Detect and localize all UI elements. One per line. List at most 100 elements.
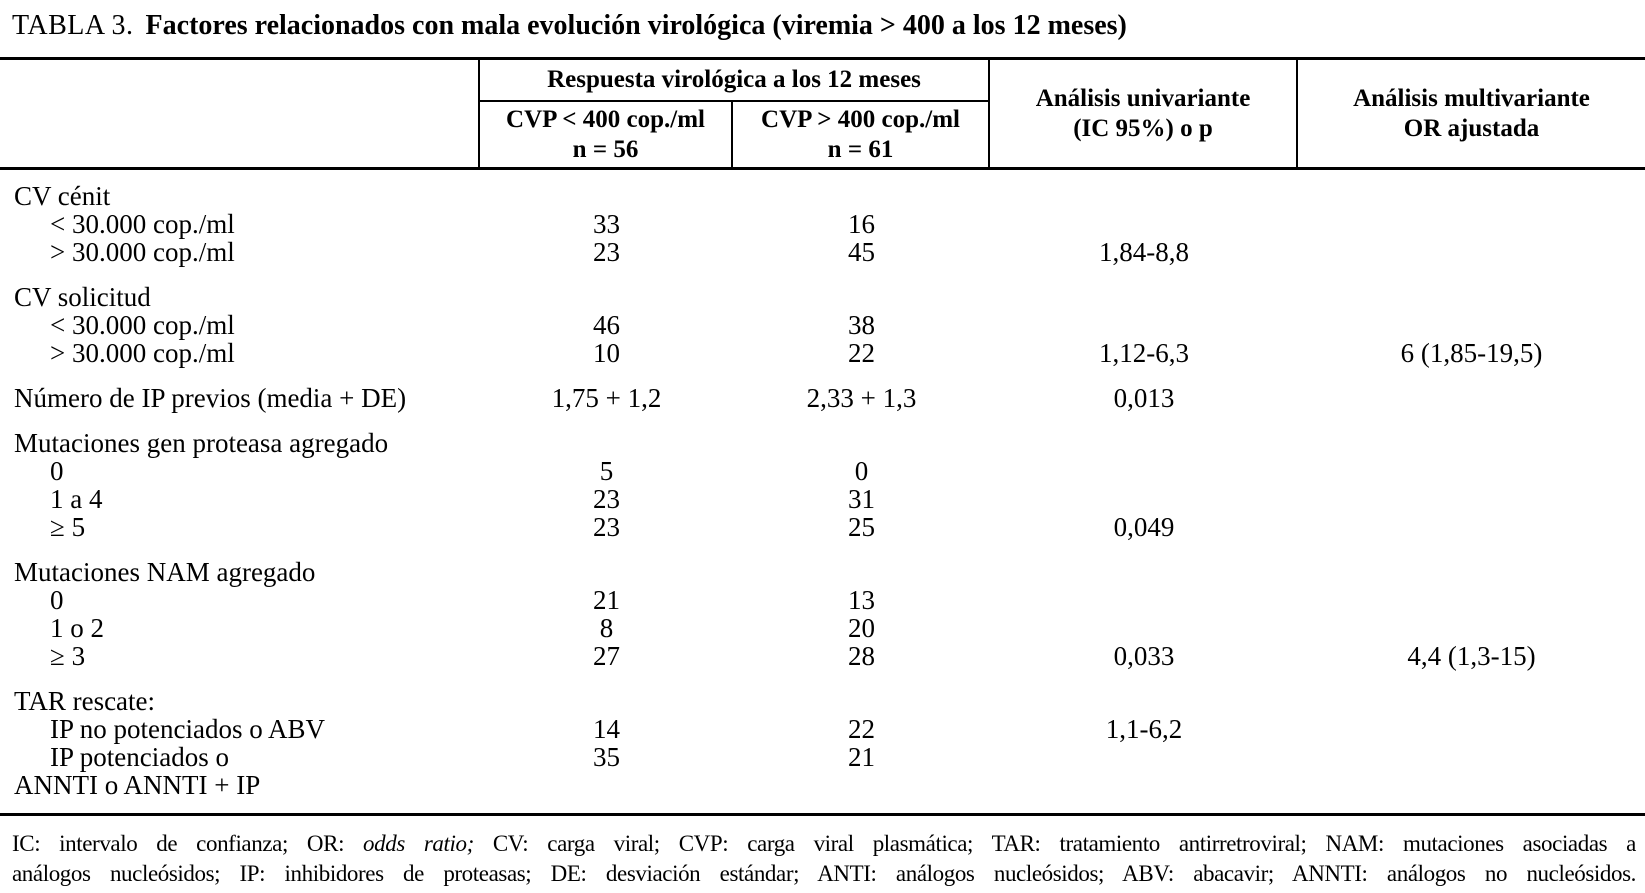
footnote-odds-ratio-italic: odds ratio; — [363, 831, 474, 856]
cell-multivariate — [1298, 283, 1645, 311]
cell-multivariate — [1298, 238, 1645, 266]
cell-multivariate — [1298, 429, 1645, 457]
cell-cvp-lt-400: 8 — [599, 613, 614, 643]
cell-cvp-gt-400: 31 — [848, 484, 875, 514]
table-footnote: IC: intervalo de confianza; OR: odds rat… — [0, 829, 1645, 889]
row-label: CV cénit — [14, 181, 111, 211]
cell-univariate: 0,033 — [1113, 641, 1175, 671]
table-row: IP no potenciados o ABV 14 22 1,1-6,2 — [0, 715, 1645, 743]
cell-univariate: 1,84-8,8 — [1099, 237, 1189, 267]
cell-cvp-gt-400: 25 — [848, 512, 875, 542]
row-label: > 30.000 cop./ml — [50, 237, 235, 267]
cell-multivariate — [1298, 210, 1645, 238]
table-row: ≥ 3 27 28 0,033 4,4 (1,3-15) — [0, 642, 1645, 670]
cell-cvp-gt-400: 22 — [848, 338, 875, 368]
table-row: > 30.000 cop./ml 10 22 1,12-6,3 6 (1,85-19,5… — [0, 339, 1645, 367]
row-label: Número de IP previos (media + DE) — [14, 383, 407, 413]
table-row: IP potenciados o 35 21 — [0, 743, 1645, 771]
row-label: 0 — [50, 456, 64, 486]
footnote-line-2: análogos nucleósidos; IP: inhibidores de… — [12, 861, 1636, 886]
cell-univariate — [990, 485, 1298, 513]
table-title-text: Factores relacionados con mala evolución… — [145, 10, 1127, 41]
table-row: 1 a 4 23 31 — [0, 485, 1645, 513]
header-multivariate: Análisis multivariante OR ajustada — [1298, 60, 1645, 167]
cell-cvp-lt-400: 27 — [593, 641, 620, 671]
header-multivariate-line2: OR ajustada — [1403, 114, 1540, 142]
table-row: 0 5 0 — [0, 457, 1645, 485]
header-cvp-gt-400: CVP > 400 cop./ml n = 61 — [733, 102, 988, 167]
section-spacer — [0, 266, 1645, 283]
cell-cvp-gt-400 — [733, 182, 990, 210]
cell-cvp-lt-400: 35 — [593, 742, 620, 772]
header-cvp-gt-line2: n = 61 — [827, 135, 894, 163]
header-univariate: Análisis univariante (IC 95%) o p — [990, 60, 1298, 167]
cell-multivariate — [1298, 384, 1645, 412]
cell-univariate — [990, 771, 1298, 799]
cell-cvp-lt-400: 5 — [599, 456, 614, 486]
table-row: TAR rescate: — [0, 687, 1645, 715]
cell-multivariate — [1298, 743, 1645, 771]
cell-univariate: 1,1-6,2 — [1105, 714, 1183, 744]
header-cvp-gt-line1: CVP > 400 cop./ml — [761, 105, 960, 133]
cell-multivariate — [1298, 485, 1645, 513]
cell-multivariate — [1298, 687, 1645, 715]
cell-univariate: 1,12-6,3 — [1099, 338, 1189, 368]
header-multivariate-line1: Análisis multivariante — [1353, 84, 1590, 112]
cell-cvp-lt-400: 23 — [593, 237, 620, 267]
footnote-line-1: IC: intervalo de confianza; OR: odds rat… — [12, 829, 1636, 859]
cell-cvp-gt-400: 38 — [848, 310, 875, 340]
cell-multivariate — [1298, 614, 1645, 642]
cell-cvp-lt-400 — [480, 429, 733, 457]
table-header: Respuesta virológica a los 12 meses CVP … — [0, 57, 1645, 170]
cell-cvp-gt-400 — [733, 771, 990, 799]
row-label: Mutaciones gen proteasa agregado — [14, 428, 389, 458]
header-cvp-lt-line1: CVP < 400 cop./ml — [506, 105, 705, 133]
cell-cvp-gt-400 — [733, 558, 990, 586]
table-row: CV solicitud — [0, 283, 1645, 311]
cell-cvp-lt-400: 14 — [593, 714, 620, 744]
header-univariate-line1: Análisis univariante — [1035, 84, 1251, 112]
cell-cvp-gt-400: 16 — [848, 209, 875, 239]
cell-multivariate — [1298, 182, 1645, 210]
cell-cvp-lt-400: 46 — [593, 310, 620, 340]
cell-univariate: 0,013 — [1113, 383, 1175, 413]
row-label: < 30.000 cop./ml — [50, 310, 235, 340]
cell-cvp-lt-400: 10 — [593, 338, 620, 368]
footnote-line1-post: CV: carga viral; CVP: carga viral plasmá… — [473, 831, 1637, 856]
row-label: 1 a 4 — [50, 484, 103, 514]
header-response-subcolumns: CVP < 400 cop./ml n = 56 CVP > 400 cop./… — [480, 102, 988, 167]
row-label: ≥ 3 — [50, 641, 86, 671]
cell-cvp-lt-400 — [480, 771, 733, 799]
table-body: CV cénit < 30.000 cop./ml 33 16 > 30.000 cop… — [0, 170, 1645, 816]
cell-multivariate: 4,4 (1,3-15) — [1407, 641, 1536, 671]
row-label: ANNTI o ANNTI + IP — [14, 770, 261, 800]
header-corner-cell — [0, 60, 480, 167]
row-label: TAR rescate: — [14, 686, 156, 716]
table-number-label: TABLA 3. — [12, 10, 134, 41]
cell-cvp-gt-400: 13 — [848, 585, 875, 615]
cell-univariate — [990, 687, 1298, 715]
table-row: ANNTI o ANNTI + IP — [0, 771, 1645, 799]
cell-cvp-gt-400: 2,33 + 1,3 — [806, 383, 917, 413]
cell-cvp-lt-400: 23 — [593, 484, 620, 514]
table-row: 0 21 13 — [0, 586, 1645, 614]
row-label: < 30.000 cop./ml — [50, 209, 235, 239]
row-label: CV solicitud — [14, 282, 151, 312]
cell-univariate — [990, 182, 1298, 210]
cell-multivariate — [1298, 311, 1645, 339]
section-spacer — [0, 670, 1645, 687]
row-label: IP no potenciados o ABV — [50, 714, 325, 744]
cell-univariate — [990, 283, 1298, 311]
cell-univariate — [990, 614, 1298, 642]
header-univariate-line2: (IC 95%) o p — [1073, 114, 1213, 142]
cell-cvp-lt-400: 23 — [593, 512, 620, 542]
header-response-group-title: Respuesta virológica a los 12 meses — [480, 60, 988, 102]
cell-cvp-lt-400 — [480, 558, 733, 586]
cell-cvp-gt-400 — [733, 429, 990, 457]
cell-univariate — [990, 558, 1298, 586]
cell-univariate — [990, 586, 1298, 614]
cell-cvp-gt-400: 45 — [848, 237, 875, 267]
table-row: < 30.000 cop./ml 46 38 — [0, 311, 1645, 339]
cell-multivariate — [1298, 558, 1645, 586]
cell-cvp-lt-400: 33 — [593, 209, 620, 239]
